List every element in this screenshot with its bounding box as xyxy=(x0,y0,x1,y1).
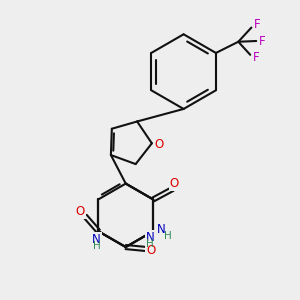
Text: N: N xyxy=(92,233,101,246)
Text: O: O xyxy=(146,244,155,257)
Text: O: O xyxy=(154,138,163,151)
Text: O: O xyxy=(75,205,85,218)
Text: H: H xyxy=(146,239,154,249)
Text: H: H xyxy=(92,241,100,251)
Text: O: O xyxy=(170,177,179,190)
Text: F: F xyxy=(259,34,266,47)
Text: N: N xyxy=(157,223,166,236)
Text: F: F xyxy=(253,51,259,64)
Text: H: H xyxy=(164,231,171,241)
Text: F: F xyxy=(254,19,260,32)
Text: N: N xyxy=(146,231,154,244)
